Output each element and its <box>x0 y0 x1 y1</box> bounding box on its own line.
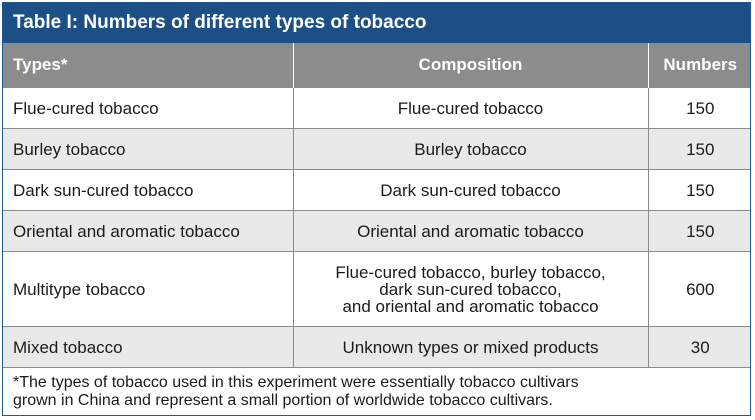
type-cell: Mixed tobacco <box>3 326 293 367</box>
header-numbers: Numbers <box>647 43 750 88</box>
type-cell: Flue-cured tobacco <box>3 87 293 129</box>
table-row: Multitype tobacco Flue-cured tobacco, bu… <box>3 251 750 327</box>
table-title: Table I: Numbers of different types of t… <box>3 3 750 43</box>
type-cell: Multitype tobacco <box>3 251 293 327</box>
footnote-line: grown in China and represent a small por… <box>13 392 553 409</box>
header-types: Types* <box>3 43 293 88</box>
tobacco-table: Types* Composition Numbers Flue-cured to… <box>3 43 750 367</box>
composition-cell: Flue-cured tobacco <box>292 87 648 129</box>
table-footnote: *The types of tobacco used in this exper… <box>3 367 750 410</box>
composition-line: and oriental and aromatic tobacco <box>342 296 599 316</box>
number-cell: 150 <box>647 128 750 170</box>
composition-cell: Unknown types or mixed products <box>292 326 648 367</box>
table-row: Oriental and aromatic tobacco Oriental a… <box>3 210 750 252</box>
table-row: Dark sun-cured tobacco Dark sun-cured to… <box>3 169 750 211</box>
type-cell: Burley tobacco <box>3 128 293 170</box>
type-cell: Dark sun-cured tobacco <box>3 169 293 211</box>
table-row: Flue-cured tobacco Flue-cured tobacco 15… <box>3 87 750 129</box>
table-frame: Table I: Numbers of different types of t… <box>2 2 751 416</box>
composition-cell: Flue-cured tobacco, burley tobacco, dark… <box>292 251 648 327</box>
number-cell: 30 <box>647 326 750 367</box>
number-cell: 150 <box>647 87 750 129</box>
footnote-line: *The types of tobacco used in this exper… <box>13 374 579 391</box>
number-cell: 150 <box>647 169 750 211</box>
composition-line: Flue-cured tobacco, burley tobacco, <box>335 262 606 282</box>
composition-cell: Dark sun-cured tobacco <box>292 169 648 211</box>
type-cell: Oriental and aromatic tobacco <box>3 210 293 252</box>
header-composition: Composition <box>292 43 648 88</box>
number-cell: 600 <box>647 251 750 327</box>
header-row: Types* Composition Numbers <box>3 43 750 88</box>
table-row: Burley tobacco Burley tobacco 150 <box>3 128 750 170</box>
composition-line: dark sun-cured tobacco, <box>379 279 562 299</box>
composition-cell: Burley tobacco <box>292 128 648 170</box>
table-row: Mixed tobacco Unknown types or mixed pro… <box>3 326 750 367</box>
composition-cell: Oriental and aromatic tobacco <box>292 210 648 252</box>
number-cell: 150 <box>647 210 750 252</box>
